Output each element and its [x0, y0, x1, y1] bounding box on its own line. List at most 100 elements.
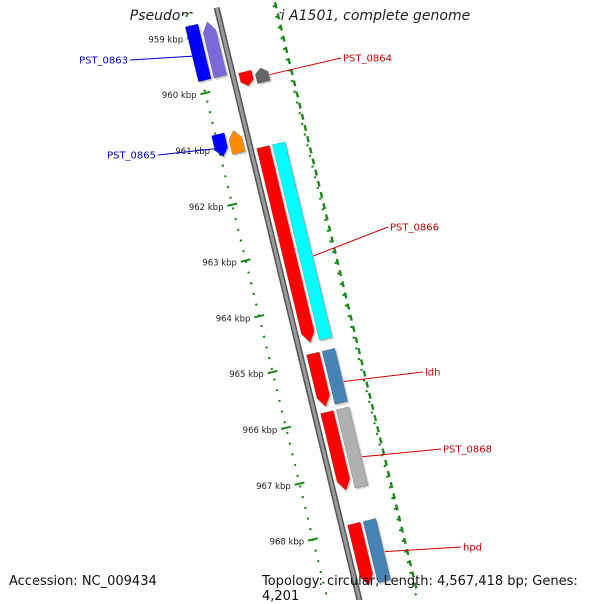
ruler-minor-tick: [343, 292, 348, 299]
ruler-tick-label: 961 kbp: [175, 147, 210, 157]
gene-feature-block[interactable]: [321, 347, 348, 405]
ruler-tick-label: 964 kbp: [216, 314, 251, 324]
ruler-minor-tick: [378, 437, 383, 444]
gene-pst_0865[interactable]: [211, 130, 246, 158]
ruler-tick-label: 962 kbp: [189, 203, 224, 213]
gene-feature-block[interactable]: [255, 67, 271, 84]
ruler-major-tick: [227, 202, 238, 207]
ruler-minor-tick: [346, 303, 351, 310]
gene-feature-block[interactable]: [362, 518, 391, 584]
ruler-minor-tick: [306, 135, 310, 143]
ruler-tick-label: 959 kbp: [148, 35, 183, 45]
ruler-minor-tick: [284, 46, 289, 54]
ruler-minor-tick: [335, 258, 340, 266]
gene-label[interactable]: ldh: [425, 368, 440, 379]
ruler-minor-tick: [384, 459, 388, 466]
ruler-tick-label: 966 kbp: [243, 426, 278, 436]
gene-ldh[interactable]: [306, 347, 348, 408]
gene-feature-block[interactable]: [184, 23, 212, 83]
ruler-major-tick: [307, 537, 319, 542]
gene-arrow[interactable]: [238, 69, 254, 87]
ruler-minor-tick: [354, 336, 359, 344]
ruler-minor-tick: [311, 158, 316, 165]
gene-label-leader: [129, 55, 202, 61]
ruler-minor-tick: [386, 470, 391, 478]
ruler-minor-tick: [349, 314, 353, 321]
ruler-tick-label: 963 kbp: [202, 259, 237, 269]
ruler-minor-tick: [316, 180, 321, 187]
ruler-minor-tick: [365, 381, 370, 388]
ruler-major-tick: [280, 425, 292, 431]
ruler-minor-tick: [300, 113, 305, 121]
ruler-minor-tick: [351, 325, 356, 333]
ruler-minor-tick: [279, 24, 283, 31]
gene-label[interactable]: PST_0864: [343, 54, 392, 65]
ruler-minor-tick: [273, 2, 278, 9]
ruler-minor-tick: [392, 493, 396, 500]
gene-pst_0863[interactable]: [184, 21, 228, 83]
ruler-minor-tick: [338, 269, 343, 277]
ruler-major-tick: [254, 314, 265, 319]
ruler-minor-tick: [322, 202, 326, 210]
ruler-minor-tick: [402, 537, 407, 545]
ruler-minor-tick: [303, 124, 308, 132]
ruler-minor-tick: [298, 102, 302, 109]
ruler-minor-tick: [330, 236, 335, 243]
gene-label-leader: [343, 371, 424, 382]
ruler-minor-tick: [341, 281, 345, 288]
gene-arrow[interactable]: [347, 521, 373, 586]
ruler-minor-tick: [408, 560, 413, 567]
ruler-minor-tick: [308, 147, 313, 154]
gene-label[interactable]: hpd: [463, 543, 482, 554]
gene-pst_0866[interactable]: [256, 141, 333, 343]
ruler-minor-tick: [292, 80, 297, 87]
gene-arrow[interactable]: [306, 351, 330, 408]
gene-label-leader: [269, 57, 342, 76]
ruler-minor-tick: [357, 347, 361, 355]
ruler-minor-tick: [319, 191, 324, 199]
gene-arrow[interactable]: [228, 130, 246, 155]
gene-label-leader: [361, 448, 442, 458]
ruler-minor-tick: [394, 504, 399, 511]
ruler-minor-tick: [314, 169, 318, 176]
ruler-minor-tick: [370, 403, 375, 411]
gene-label[interactable]: PST_0866: [390, 223, 439, 234]
ruler-tick-label: 960 kbp: [162, 91, 197, 101]
ruler-minor-tick: [289, 69, 294, 76]
ruler-minor-tick: [376, 426, 380, 433]
ruler-tick-label: 967 kbp: [256, 482, 291, 492]
ruler-minor-tick: [295, 91, 300, 98]
gene-hpd[interactable]: [347, 518, 391, 586]
ruler-minor-tick: [327, 225, 332, 232]
ruler-tick-label: 968 kbp: [270, 538, 305, 548]
gene-label[interactable]: PST_0868: [443, 445, 492, 456]
ruler-minor-tick: [368, 392, 372, 400]
gene-pst_0868[interactable]: [320, 406, 369, 491]
gene-label[interactable]: PST_0863: [79, 56, 128, 67]
gene-feature-block[interactable]: [335, 406, 369, 489]
ruler-minor-tick: [397, 515, 402, 522]
ruler-minor-tick: [359, 359, 364, 366]
gene-label-leader: [157, 147, 224, 156]
gene-arrow[interactable]: [202, 21, 228, 79]
ruler-minor-tick: [333, 247, 337, 254]
ruler-major-tick: [240, 258, 251, 263]
gene-feature-block[interactable]: [211, 132, 228, 158]
ruler-minor-tick: [276, 13, 281, 20]
gene-arrow[interactable]: [256, 145, 315, 343]
ruler-minor-tick: [287, 57, 292, 65]
gene-label[interactable]: PST_0865: [107, 151, 156, 162]
gene-pst_0864[interactable]: [238, 67, 271, 87]
accession-text: Accession: NC_009434: [9, 574, 157, 589]
ruler-minor-tick: [362, 370, 367, 377]
gene-label-leader: [313, 226, 389, 257]
ruler-minor-tick: [411, 571, 415, 578]
gene-feature-block[interactable]: [271, 141, 333, 341]
gene-label-leader: [384, 546, 462, 553]
gene-arrow[interactable]: [320, 410, 351, 491]
ruler-minor-tick: [389, 481, 394, 489]
ruler-minor-tick: [413, 582, 418, 589]
ruler-minor-tick: [381, 448, 386, 455]
ruler-minor-tick: [400, 526, 405, 533]
